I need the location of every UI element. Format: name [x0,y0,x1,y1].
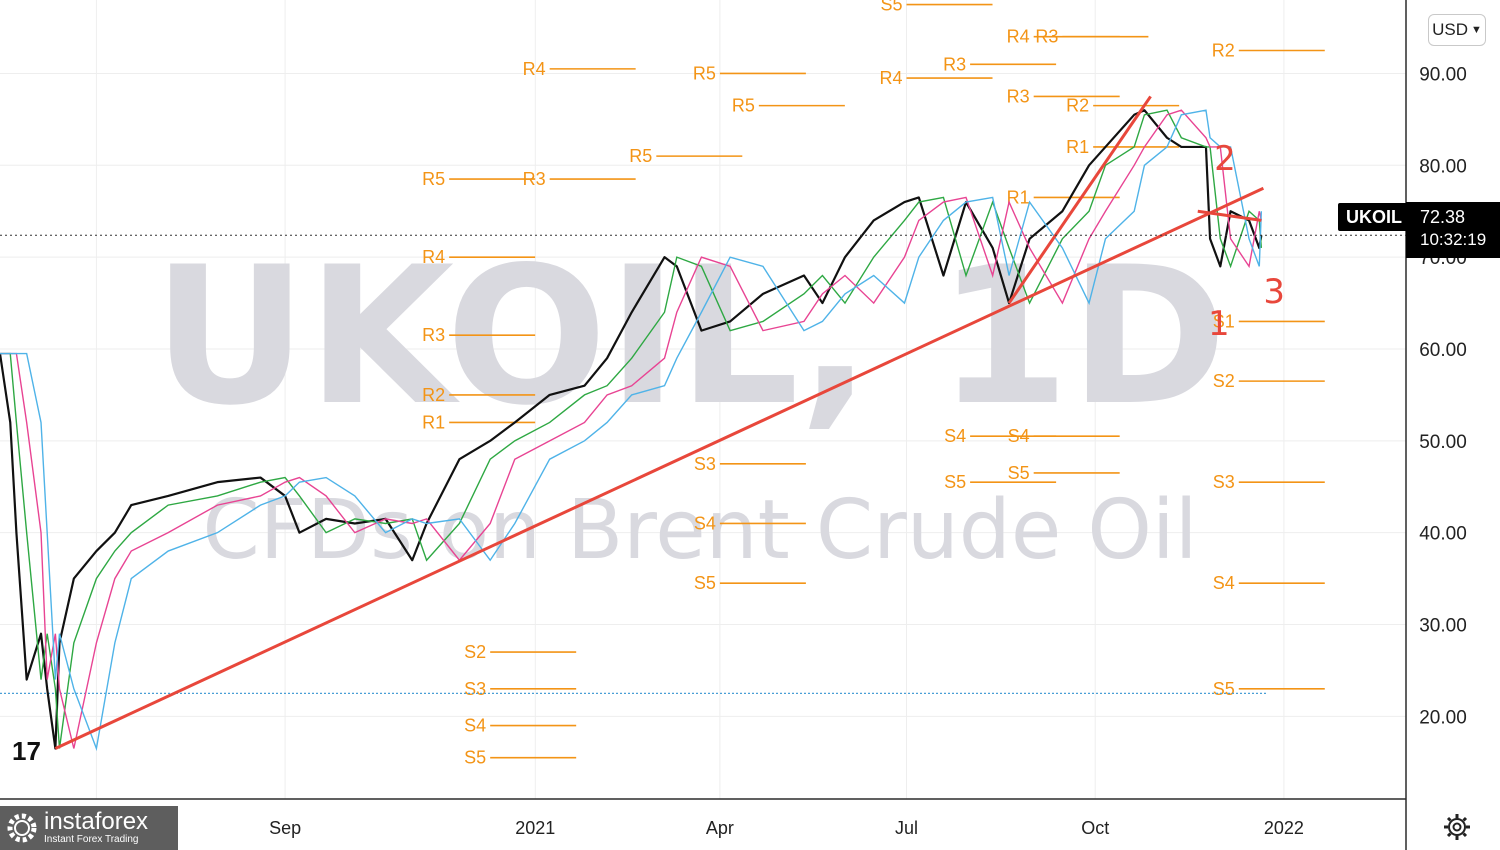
pivot-label: R4 [523,59,546,79]
wave-label: 1 [1208,304,1230,344]
y-tick-label: 80.00 [1419,156,1467,177]
instaforex-gear-icon [7,813,37,843]
pivot-label: S5 [944,472,966,492]
wave-label: 3 [1263,272,1285,312]
pivot-label: R2 [1066,96,1089,116]
pivot-label: R3 [1035,27,1058,47]
moving-average-line [0,109,1263,752]
y-tick-label: 40.00 [1419,524,1467,545]
pivot-label: S4 [1213,573,1235,593]
pivot-label: S5 [1008,463,1030,483]
pivot-label: R4 [1007,27,1030,47]
pivot-label: R3 [523,169,546,189]
y-tick-label: 50.00 [1419,432,1467,453]
gear-icon [1444,814,1470,840]
trendline [54,186,1265,750]
pivot-label: S5 [694,573,716,593]
moving-average-line [0,109,1263,749]
y-tick-label: 90.00 [1419,64,1467,85]
pivot-label: S1 [1213,311,1235,331]
trendlines [54,95,1265,750]
trendline [1007,95,1152,304]
chart-axes [0,0,1407,850]
pivot-label: S3 [1213,472,1235,492]
pivot-label: R3 [1007,86,1030,106]
x-tick-label: Apr [706,818,734,838]
pivot-label: S5 [880,0,902,15]
moving-average-line [0,109,1263,749]
y-tick-label: 30.00 [1419,616,1467,637]
wave-labels: 1 2 3 [1208,139,1285,344]
pivot-label: S2 [464,642,486,662]
pivot-label: R1 [1066,137,1089,157]
pivot-label: R5 [629,146,652,166]
pivot-label: S5 [1213,679,1235,699]
pivot-label: R3 [943,54,966,74]
x-tick-label: Oct [1081,818,1109,838]
currency-button[interactable]: USD ▼ [1428,14,1486,46]
pivot-label: R1 [422,412,445,432]
pivot-label: R2 [1212,41,1235,61]
pivot-label: S5 [464,748,486,768]
pivot-label: S3 [464,679,486,699]
settings-button[interactable] [1442,812,1472,842]
x-tick-label: 2021 [515,818,555,838]
x-tick-label: 2022 [1264,818,1304,838]
chevron-down-icon: ▼ [1471,24,1482,36]
y-tick-label: 20.00 [1419,707,1467,728]
pivot-label: R3 [422,325,445,345]
tradingview-logo[interactable]: 17 [12,736,41,766]
y-tick-label: 60.00 [1419,340,1467,361]
watermark: UKOIL, 1D CFDs on Brent Crude Oil [153,226,1228,578]
instaforex-tagline: Instant Forex Trading [44,834,139,845]
pivot-label: R4 [880,68,903,88]
watermark-symbol: UKOIL, 1D [153,226,1228,447]
last-price-value: 72.38 [1420,207,1466,227]
pivot-label: R1 [1007,187,1030,207]
wave-label: 2 [1214,139,1236,179]
pivot-label: S3 [694,454,716,474]
x-tick-label: Jul [895,818,918,838]
pivot-label: R2 [422,385,445,405]
symbol-tag: UKOIL [1338,203,1410,231]
pivot-label: R5 [732,96,755,116]
pivot-label: S4 [464,716,486,736]
watermark-description: CFDs on Brent Crude Oil [203,483,1198,578]
pivot-label: R4 [422,247,445,267]
time-axis[interactable]: JunSep2021AprJulOct2022 [92,818,1304,838]
pivot-label: R5 [693,63,716,83]
instaforex-logo: instaforex Instant Forex Trading [0,806,178,850]
last-price-tag: 72.38 10:32:19 [1406,202,1500,258]
currency-label: USD [1432,20,1468,39]
pivot-label: S4 [1008,426,1030,446]
x-tick-label: Sep [269,818,301,838]
instaforex-name: instaforex [44,808,149,835]
pivot-label: S2 [1213,371,1235,391]
bar-countdown: 10:32:19 [1420,230,1487,249]
pivot-label: S4 [944,426,966,446]
pivot-label: R5 [422,169,445,189]
trendline [1197,209,1262,222]
pivot-label: S4 [694,513,716,533]
